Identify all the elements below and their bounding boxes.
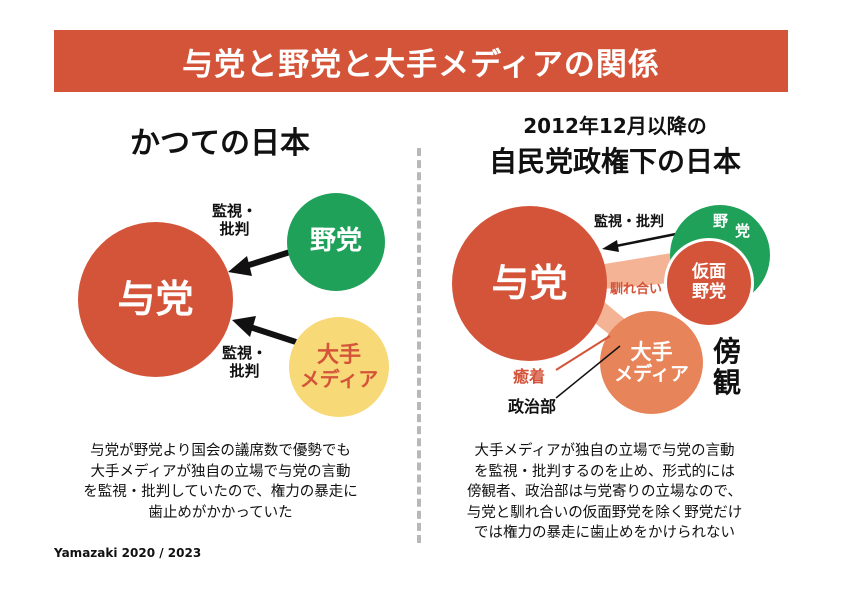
- right-arrow-label: 監視・批判: [594, 214, 664, 230]
- media-right-line1: 大手: [630, 339, 673, 364]
- opposition-label: 野党: [309, 226, 362, 257]
- adhesion-label: 癒着: [513, 367, 546, 386]
- ruling-party-label-right: 与党: [491, 260, 568, 305]
- pseudo-opposition-line2: 野党: [692, 282, 726, 302]
- pseudo-opposition-line1: 仮面: [692, 262, 726, 283]
- left-heading: かつての日本: [130, 126, 310, 161]
- collusion-band: [592, 252, 682, 290]
- media-circle: 大手 メディア: [289, 317, 389, 417]
- title-banner: 与党と野党と大手メディアの関係: [54, 30, 788, 92]
- right-description: 大手メディアが独自の立場で与党の言動 を監視・批判するのを止め、形式的には 傍観…: [466, 443, 743, 542]
- right-heading-line1: 2012年12月以降の: [523, 114, 707, 138]
- media-circle-right: 大手 メディア: [600, 311, 703, 414]
- page-title: 与党と野党と大手メディアの関係: [182, 46, 660, 83]
- left-arrow-top: [228, 249, 291, 276]
- opposition-circle: 野党: [287, 193, 385, 291]
- left-description: 与党が野党より国会の議席数で優勢でも 大手メディアが独自の立場で与党の言動 を監…: [83, 443, 358, 521]
- credit: Yamazaki 2020 / 2023: [54, 546, 202, 560]
- politics-dept-leader: [555, 345, 621, 399]
- media-label-line1: 大手: [316, 342, 361, 368]
- right-arrow: [602, 232, 677, 252]
- collusion-label: 馴れ合い: [610, 282, 663, 297]
- adhesion-leader: [555, 335, 611, 371]
- right-heading-line2: 自民党政権下の日本: [488, 145, 741, 178]
- ruling-party-circle-right: 与党: [452, 206, 607, 361]
- panel-divider: [417, 148, 421, 543]
- left-arrow-bottom-label: 監視・ 批判: [222, 344, 268, 380]
- politics-dept-label: 政治部: [508, 397, 557, 416]
- ruling-party-label: 与党: [117, 276, 194, 321]
- pseudo-opposition-circle: 仮面 野党: [664, 238, 754, 328]
- opposition-char1: 野: [713, 212, 729, 230]
- left-arrow-bottom: [232, 316, 297, 345]
- left-arrow-top-label: 監視・ 批判: [212, 202, 258, 238]
- bystander-label: 傍 観: [713, 335, 742, 399]
- opposition-char2: 党: [735, 222, 751, 240]
- media-right-line2: メディア: [614, 362, 689, 385]
- media-label-line2: メディア: [299, 367, 379, 392]
- ruling-party-circle: 与党: [78, 222, 233, 377]
